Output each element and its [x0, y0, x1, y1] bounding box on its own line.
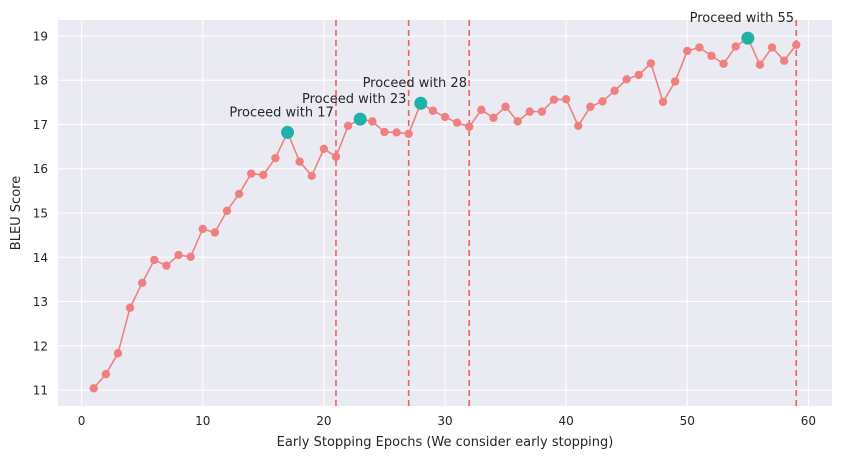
data-point	[380, 127, 389, 137]
y-tick-label: 11	[33, 384, 48, 398]
highlight-annotation: Proceed with 55	[690, 11, 794, 26]
data-point	[574, 121, 583, 130]
data-point	[731, 42, 740, 51]
data-point	[549, 95, 559, 104]
data-point	[670, 77, 680, 86]
y-tick-label: 18	[33, 74, 48, 88]
data-point	[622, 75, 631, 84]
data-point	[186, 252, 195, 262]
grid	[58, 20, 832, 406]
data-point	[137, 278, 147, 288]
data-point	[719, 59, 728, 69]
x-tick-label: 50	[680, 414, 695, 428]
highlight-point	[281, 125, 295, 139]
data-point	[525, 107, 534, 116]
y-tick-label: 19	[33, 29, 48, 43]
y-tick-label: 17	[33, 118, 48, 132]
data-point	[343, 121, 353, 130]
x-tick-label: 0	[78, 414, 86, 428]
x-axis-label: Early Stopping Epochs (We consider early…	[277, 435, 614, 450]
highlight-annotation: Proceed with 17	[229, 105, 333, 120]
data-point	[598, 97, 607, 106]
data-point	[779, 56, 789, 65]
y-tick-label: 14	[33, 251, 48, 265]
highlight-annotation: Proceed with 28	[363, 76, 467, 91]
data-point	[465, 122, 474, 131]
x-tick-label: 30	[437, 414, 452, 428]
data-point	[489, 113, 498, 123]
data-point	[634, 70, 644, 80]
data-point	[331, 152, 341, 161]
data-point	[307, 171, 316, 181]
data-point	[513, 117, 522, 126]
data-point	[477, 105, 486, 115]
data-point	[695, 43, 704, 52]
data-point	[198, 224, 207, 234]
data-point	[755, 60, 765, 69]
data-point	[792, 40, 801, 49]
data-point	[210, 228, 220, 237]
x-tick-label: 40	[558, 414, 573, 428]
vertical-markers	[335, 20, 798, 406]
data-point	[452, 118, 462, 127]
data-point	[646, 59, 656, 68]
data-point	[259, 170, 268, 180]
tick-labels: 0 10 20 30 40 50 60 11 12 13 14 15 16 17 18 19	[33, 29, 816, 428]
y-tick-label: 15	[33, 207, 48, 221]
data-points	[89, 33, 801, 393]
data-point	[295, 157, 304, 166]
data-point	[428, 106, 438, 115]
data-point	[319, 144, 329, 154]
data-point	[222, 206, 232, 215]
data-point	[586, 102, 595, 111]
data-point	[707, 51, 716, 61]
data-point	[501, 102, 510, 111]
data-point	[101, 369, 111, 379]
highlight-point	[741, 31, 755, 45]
data-point	[89, 384, 98, 393]
data-point	[246, 169, 256, 178]
data-point	[683, 46, 692, 56]
data-point	[404, 129, 413, 138]
data-point	[392, 128, 401, 137]
data-point	[125, 303, 135, 312]
data-point	[767, 43, 777, 52]
data-point	[537, 107, 547, 116]
data-point	[174, 250, 183, 260]
y-tick-label: 13	[33, 295, 48, 309]
data-point	[150, 255, 159, 265]
data-point	[234, 189, 244, 199]
highlight-points	[281, 31, 755, 139]
data-point	[162, 261, 171, 270]
highlight-point	[353, 112, 367, 126]
x-tick-label: 20	[316, 414, 331, 428]
data-point	[368, 117, 377, 126]
data-point	[610, 86, 619, 96]
x-tick-label: 10	[195, 414, 210, 428]
data-point	[440, 112, 450, 122]
highlight-annotation: Proceed with 23	[302, 92, 406, 107]
data-point	[113, 349, 123, 358]
y-tick-label: 16	[33, 162, 48, 176]
y-axis-label: BLEU Score	[9, 176, 24, 250]
highlight-point	[414, 96, 428, 110]
data-point	[658, 97, 668, 107]
y-tick-label: 12	[33, 339, 48, 353]
x-tick-label: 60	[801, 414, 816, 428]
data-point	[561, 95, 571, 104]
data-point	[271, 153, 280, 163]
